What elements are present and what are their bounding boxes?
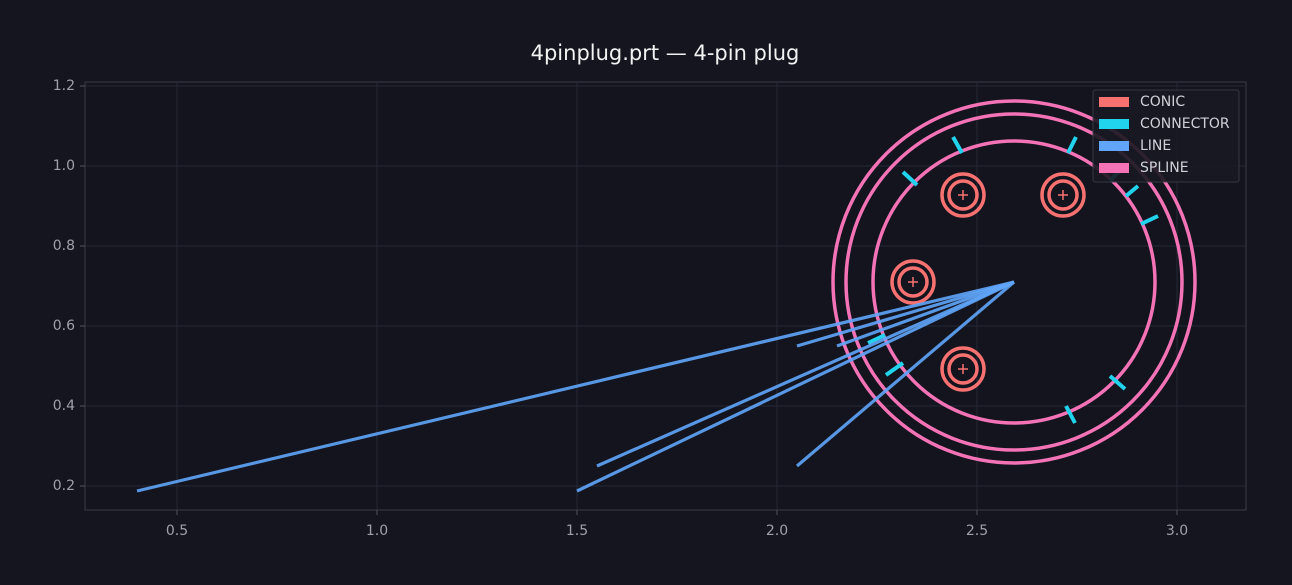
- circle: [947, 353, 979, 385]
- x-tick-label: 2.5: [966, 523, 988, 539]
- segment: [951, 136, 964, 154]
- segment: [901, 170, 919, 187]
- circle: [1040, 172, 1086, 218]
- segment: [136, 280, 1015, 493]
- legend-swatch: [1099, 97, 1129, 107]
- circle: [844, 112, 1184, 452]
- legend-swatch: [1099, 119, 1129, 129]
- legend-swatch: [1099, 141, 1129, 151]
- x-tick-label: 1.0: [366, 523, 388, 539]
- segment: [884, 361, 905, 377]
- legend-label: SPLINE: [1140, 160, 1189, 176]
- chart-title: 4pinplug.prt — 4-pin plug: [531, 41, 800, 65]
- y-tick-label: 0.8: [53, 238, 75, 254]
- circle: [1047, 179, 1079, 211]
- y-tick-label: 1.0: [53, 158, 75, 174]
- segment: [1064, 405, 1077, 424]
- y-tick-label: 0.2: [53, 478, 75, 494]
- x-tick-label: 1.5: [566, 523, 588, 539]
- segment: [576, 280, 1015, 493]
- y-tick-label: 1.2: [53, 78, 75, 94]
- circle: [871, 139, 1157, 425]
- circle: [940, 172, 986, 218]
- y-tick-label: 0.4: [53, 398, 75, 414]
- segment: [1066, 136, 1078, 154]
- segment: [596, 280, 1015, 468]
- pin-center: [1058, 190, 1068, 200]
- plot-area: [84, 81, 1247, 511]
- circle: [897, 266, 929, 298]
- x-tick-label: 0.5: [166, 523, 188, 539]
- legend-label: CONNECTOR: [1140, 116, 1230, 132]
- circle: [940, 346, 986, 392]
- legend-swatch: [1099, 163, 1129, 173]
- legend-label: CONIC: [1140, 94, 1185, 110]
- segment: [1108, 374, 1127, 391]
- pin-center: [908, 277, 918, 287]
- segment: [1124, 184, 1140, 198]
- circle: [890, 259, 936, 305]
- segment: [796, 280, 1015, 348]
- segment: [867, 333, 886, 345]
- x-tick-label: 3.0: [1166, 523, 1188, 539]
- pin-center: [958, 364, 968, 374]
- segment: [795, 280, 1016, 468]
- segment: [1140, 214, 1159, 226]
- segment: [836, 280, 1015, 348]
- circle: [831, 99, 1197, 465]
- legend-label: LINE: [1140, 138, 1171, 154]
- y-tick-label: 0.6: [53, 318, 75, 334]
- legend-box: [1092, 89, 1240, 183]
- x-tick-label: 2.0: [766, 523, 788, 539]
- pin-center: [958, 190, 968, 200]
- circle: [947, 179, 979, 211]
